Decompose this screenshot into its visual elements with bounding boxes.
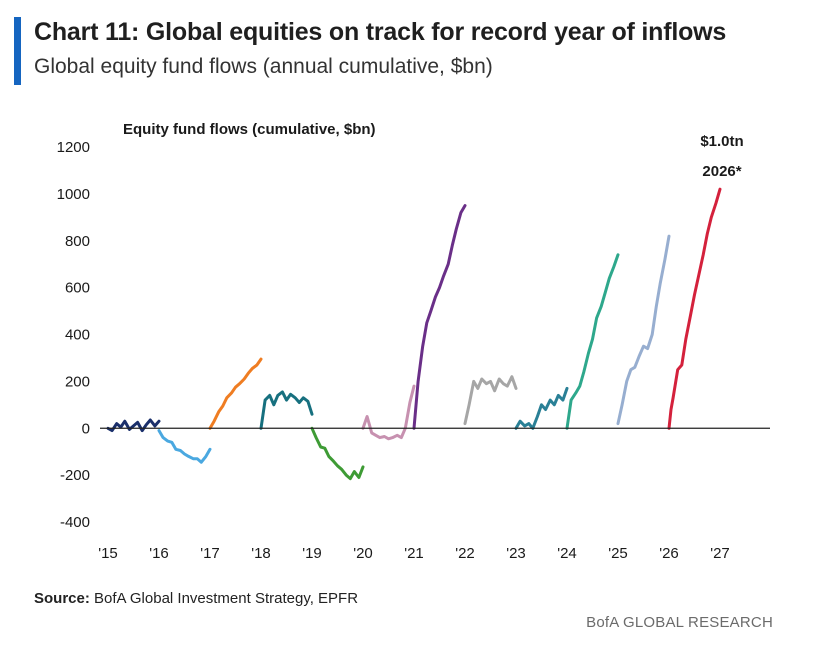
series-line-2020 — [361, 384, 416, 441]
series-line-2022 — [463, 375, 518, 426]
series-line-2019 — [310, 426, 365, 481]
y-tick-label: -400 — [60, 514, 90, 531]
x-tick-label: '23 — [506, 545, 526, 562]
x-tick-label: '15 — [98, 545, 118, 562]
series-line-2026 — [667, 187, 722, 430]
x-tick-label: '17 — [200, 545, 220, 562]
y-tick-label: 1200 — [57, 139, 90, 156]
series-line-2016 — [157, 429, 212, 464]
x-tick-label: '21 — [404, 545, 424, 562]
source-text: BofA Global Investment Strategy, EPFR — [94, 590, 359, 607]
x-tick-label: '20 — [353, 545, 373, 562]
x-tick-label: '26 — [659, 545, 679, 562]
title-accent-bar — [14, 17, 21, 85]
x-tick-label: '24 — [557, 545, 577, 562]
y-tick-label: 600 — [65, 280, 90, 297]
series-layer — [106, 187, 722, 481]
x-tick-label: '18 — [251, 545, 271, 562]
source-label: Source: — [34, 590, 90, 607]
series-line-2024 — [565, 253, 620, 430]
series-line-2015 — [106, 418, 161, 433]
axis-layer: 1200 1000 800 600 400 200 0 -200 -400 '15 '16 '17 '1… — [57, 139, 770, 562]
series-line-2023 — [514, 386, 569, 430]
axis-title: Equity fund flows (cumulative, $bn) — [123, 121, 376, 138]
chart-title: Chart 11: Global equities on track for r… — [34, 18, 727, 46]
chart-subtitle: Global equity fund flows (annual cumulat… — [34, 55, 493, 78]
series-line-2017 — [208, 357, 263, 430]
x-tick-label: '22 — [455, 545, 475, 562]
y-tick-label: -200 — [60, 467, 90, 484]
x-tick-label: '16 — [149, 545, 169, 562]
series-line-2021 — [412, 204, 467, 430]
series-line-2025 — [616, 234, 671, 426]
x-tick-label: '25 — [608, 545, 628, 562]
source-note: Source: BofA Global Investment Strategy,… — [34, 590, 358, 607]
x-tick-label: '19 — [302, 545, 322, 562]
annotation-value: $1.0tn — [700, 133, 743, 150]
brand-footer: BofA GLOBAL RESEARCH — [586, 614, 773, 631]
y-tick-label: 1000 — [57, 186, 90, 203]
y-tick-label: 0 — [82, 420, 90, 437]
x-tick-label: '27 — [710, 545, 730, 562]
series-line-2018 — [259, 390, 314, 430]
y-tick-label: 800 — [65, 233, 90, 250]
annotation-year: 2026* — [702, 163, 741, 180]
y-tick-label: 200 — [65, 373, 90, 390]
y-tick-label: 400 — [65, 327, 90, 344]
